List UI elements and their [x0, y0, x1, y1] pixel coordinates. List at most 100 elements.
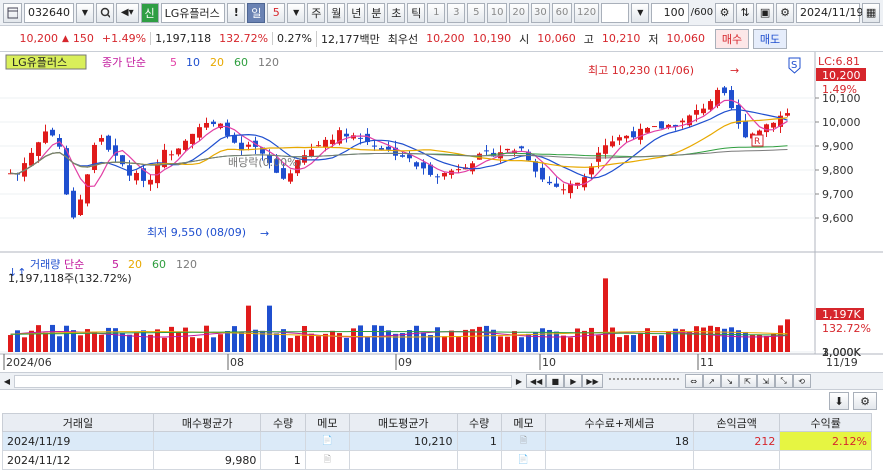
col-header[interactable]: 수량: [456, 413, 502, 432]
col-header[interactable]: 매도평균가: [348, 413, 458, 432]
sell-button[interactable]: 매도: [752, 28, 787, 49]
volume-bar: [337, 333, 342, 352]
table-cell: [260, 431, 306, 451]
stop-icon[interactable]: ■: [546, 374, 565, 388]
tool-e-icon[interactable]: ⤡: [774, 374, 793, 388]
tool-c-icon[interactable]: ⇱: [738, 374, 757, 388]
volume-bar: [85, 329, 90, 352]
lc-label: LC:6.81: [818, 55, 860, 68]
volume-bar: [666, 331, 671, 352]
col-header[interactable]: 메모: [304, 413, 350, 432]
fast-forward-icon[interactable]: ▶▶: [582, 374, 603, 388]
scroll-track[interactable]: [14, 374, 512, 388]
signal-s-icon[interactable]: S: [788, 57, 801, 74]
table-cell: [779, 450, 872, 470]
download-icon[interactable]: ⬇: [829, 392, 849, 410]
play-icon[interactable]: ▶: [564, 374, 583, 388]
interval-3[interactable]: 3: [447, 2, 466, 23]
legend-stock-badge[interactable]: [5, 54, 87, 70]
candle-body: [582, 177, 587, 188]
count-input[interactable]: 100: [651, 2, 689, 23]
save-icon[interactable]: ▣: [756, 2, 775, 23]
volume-bar: [519, 337, 524, 352]
alert-button[interactable]: !: [227, 2, 246, 23]
interval-input[interactable]: [601, 2, 630, 23]
col-header[interactable]: 거래일: [2, 413, 154, 432]
grid-settings-icon[interactable]: ⚙: [853, 392, 877, 410]
table-row[interactable]: 2024/11/12 9,980 1 🗎 📄: [2, 450, 872, 470]
scroll-left-button[interactable]: ◀: [3, 376, 11, 386]
candle-body: [778, 115, 783, 127]
interval-60[interactable]: 60: [552, 2, 572, 23]
legend-ma-60: 60: [234, 56, 248, 69]
volume-bar: [253, 329, 258, 352]
candle-body: [281, 168, 286, 179]
tab-weekly[interactable]: 주: [307, 2, 326, 23]
stock-code-input[interactable]: 032640: [23, 2, 74, 23]
tab-minute[interactable]: 분: [367, 2, 386, 23]
chart-settings-icon[interactable]: ⚙: [715, 2, 735, 23]
ma-line-10: [10, 109, 788, 179]
tool-b-icon[interactable]: ↘: [720, 374, 739, 388]
gear-icon[interactable]: ⚙: [776, 2, 795, 23]
window-icon[interactable]: [3, 2, 22, 23]
tab-second[interactable]: 초: [387, 2, 406, 23]
candle-body: [442, 173, 447, 177]
high-label: 고: [583, 32, 594, 46]
interval-5[interactable]: 5: [467, 2, 486, 23]
volume-bar: [127, 334, 132, 352]
volume-bar: [617, 337, 622, 352]
interval-30[interactable]: 30: [530, 2, 551, 23]
zoom-slider[interactable]: [608, 378, 679, 384]
volume-bar: [134, 332, 139, 352]
candle-body: [92, 144, 97, 170]
tool-a-icon[interactable]: ↗: [702, 374, 721, 388]
col-header[interactable]: 메모: [500, 413, 547, 432]
stock-chart[interactable]: 10,100 10,000 9,900 9,800 9,700 9,600 3,000K2,…: [0, 52, 883, 372]
sync-icon[interactable]: ⇅: [736, 2, 755, 23]
fast-back-icon[interactable]: ◀◀: [526, 374, 547, 388]
interval-20[interactable]: 20: [508, 2, 529, 23]
col-header[interactable]: 수익률: [779, 413, 872, 432]
tab-yearly[interactable]: 년: [347, 2, 366, 23]
sound-icon[interactable]: ◀▾: [115, 2, 139, 23]
date-input[interactable]: 2024/11/19: [796, 2, 863, 23]
code-dropdown-icon[interactable]: ▼: [75, 2, 94, 23]
volume-bar: [463, 329, 468, 352]
volume-bar: [596, 335, 601, 352]
col-header[interactable]: 매수평균가: [152, 413, 262, 432]
high-price: 10,210: [601, 32, 641, 45]
buy-button[interactable]: 매수: [714, 28, 749, 49]
zoom-icon[interactable]: ⇔: [684, 374, 703, 388]
interval-10[interactable]: 10: [487, 2, 507, 23]
candle-body: [316, 145, 321, 147]
legend-stock-name: LG유플러스: [12, 56, 67, 69]
calendar-icon[interactable]: ▦: [862, 2, 881, 23]
period-dropdown-icon[interactable]: ▼: [287, 2, 306, 23]
period-number[interactable]: 5: [267, 2, 286, 23]
interval-dropdown-icon[interactable]: ▼: [631, 2, 650, 23]
col-header[interactable]: 수수료+제세금: [545, 413, 694, 432]
stock-name-field[interactable]: LG유플러스: [160, 2, 226, 23]
interval-1[interactable]: 1: [427, 2, 446, 23]
candle-body: [533, 161, 538, 172]
candle-body: [736, 104, 741, 124]
interval-120[interactable]: 120: [573, 2, 600, 23]
col-header[interactable]: 수량: [260, 413, 306, 432]
table-row[interactable]: 2024/11/19 📄 10,210 1 🗎 18 212 2.12%: [2, 431, 872, 451]
tab-tick[interactable]: 틱: [407, 2, 426, 23]
tab-daily[interactable]: 일: [247, 2, 266, 23]
tool-f-icon[interactable]: ⟲: [792, 374, 811, 388]
price-tick-label: 9,600: [822, 212, 854, 225]
tool-d-icon[interactable]: ⇲: [756, 374, 775, 388]
candle-body: [365, 133, 370, 143]
volume-bar: [148, 334, 153, 352]
tab-monthly[interactable]: 월: [327, 2, 346, 23]
scroll-right-button[interactable]: ▶: [515, 376, 523, 386]
high-annotation: 최고 10,230 (11/06): [588, 64, 694, 77]
volume-bar: [764, 335, 769, 352]
volume-bar: [778, 325, 783, 352]
signal-r-icon[interactable]: R: [751, 134, 764, 147]
search-icon[interactable]: [95, 2, 114, 23]
col-header[interactable]: 손익금액: [692, 413, 781, 432]
